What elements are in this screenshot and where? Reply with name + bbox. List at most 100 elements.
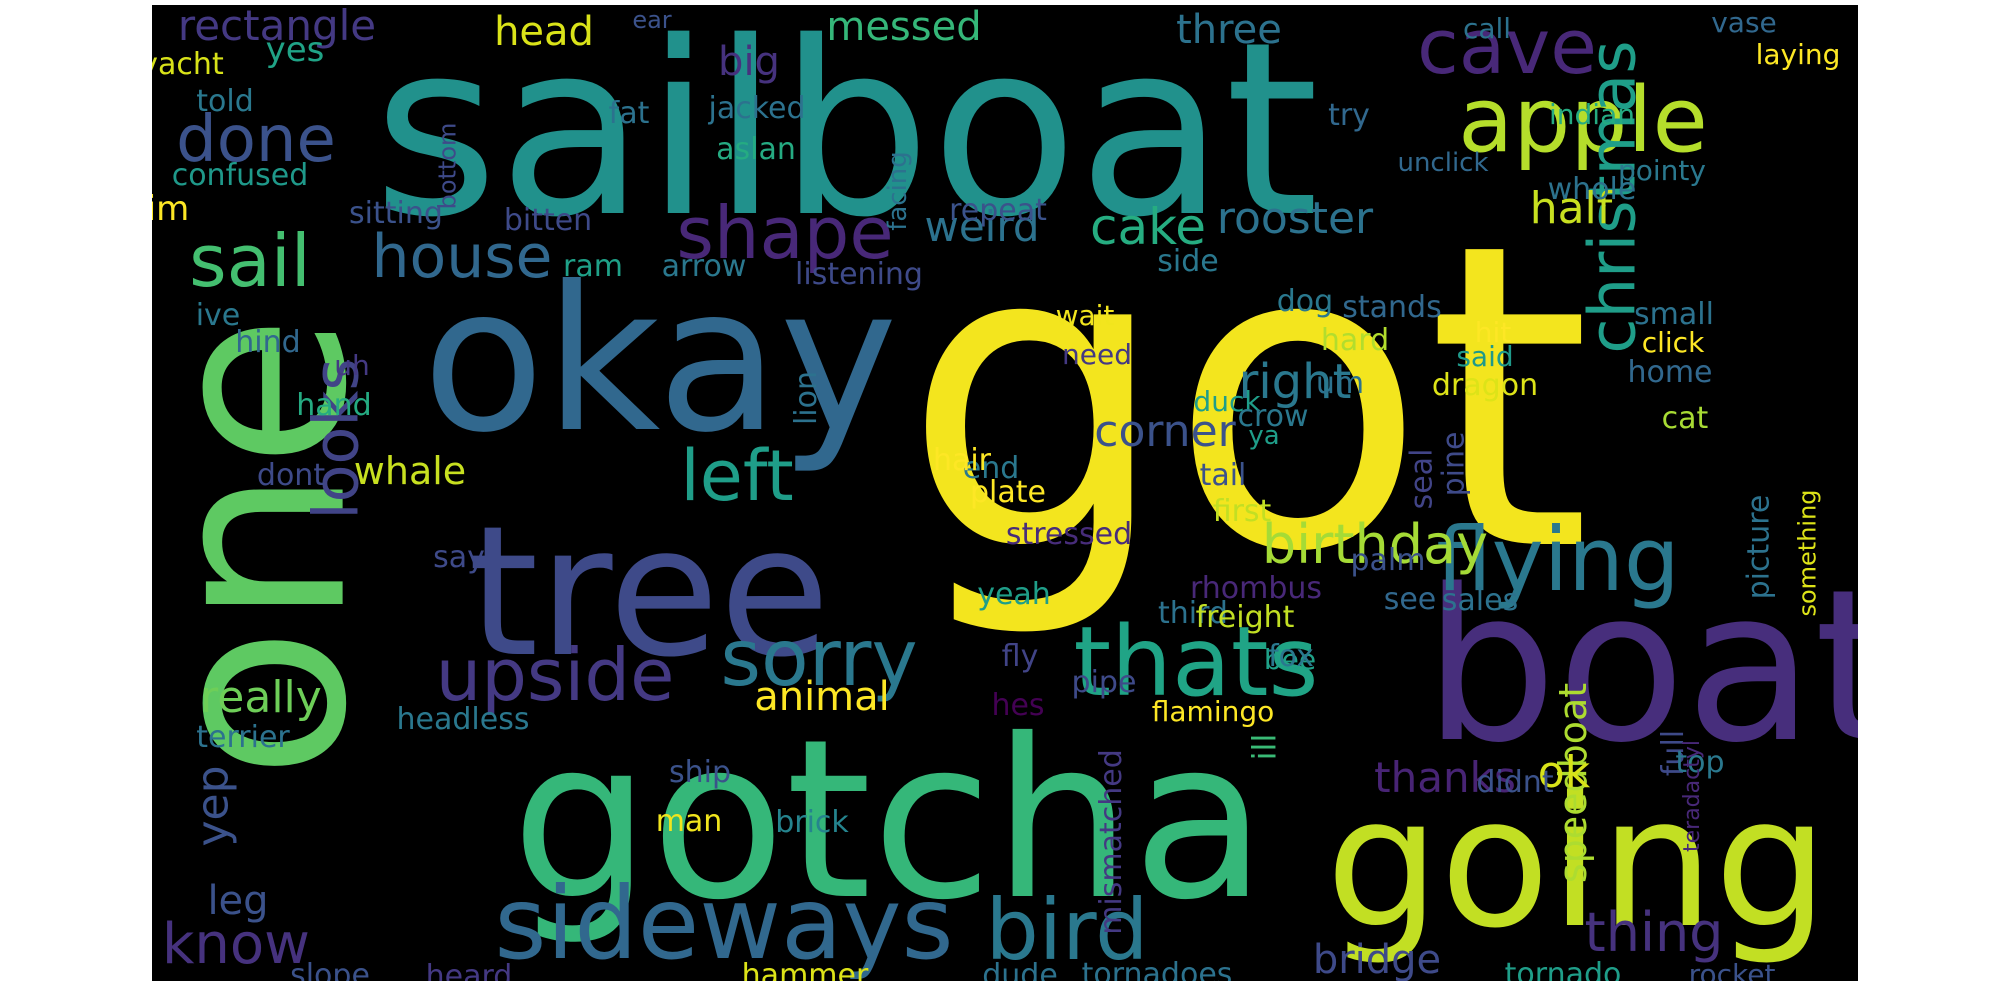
- word-tornadoes: tornadoes: [1081, 957, 1233, 982]
- word-left: left: [680, 435, 794, 517]
- word-palm: palm: [1350, 543, 1426, 578]
- word-something: something: [1793, 489, 1822, 617]
- word-headless: headless: [396, 702, 530, 737]
- word-end: end: [962, 451, 1020, 486]
- word-corner: corner: [1094, 406, 1236, 457]
- word-slope: slope: [290, 958, 370, 982]
- word-facing: facing: [883, 151, 913, 231]
- word-sales: sales: [1441, 583, 1519, 618]
- word-bottom: bottom: [433, 122, 461, 210]
- word-hair: hair: [932, 443, 992, 478]
- word-ear: ear: [632, 6, 672, 34]
- word-pine: pine: [1435, 431, 1471, 497]
- word-first: first: [1212, 494, 1272, 529]
- word-yacht: yacht: [152, 47, 224, 82]
- word-hammer: hammer: [741, 958, 869, 982]
- word-side: side: [1157, 244, 1219, 279]
- word-okay: okay: [422, 244, 898, 477]
- word-know: know: [162, 912, 310, 977]
- word-flying: flying: [1436, 508, 1680, 611]
- word-rocket: rocket: [1688, 958, 1776, 982]
- word-dont: dont: [256, 458, 326, 493]
- word-three: three: [1176, 7, 1282, 53]
- word-apple: apple: [1458, 68, 1708, 173]
- word-fat: fat: [608, 96, 650, 131]
- word-weird: weird: [924, 202, 1040, 251]
- word-yep: yep: [187, 765, 239, 847]
- word-say: say: [433, 540, 485, 575]
- word-click: click: [1641, 326, 1705, 359]
- word-big: big: [718, 39, 780, 85]
- word-top: top: [1675, 745, 1725, 780]
- word-repeat: repeat: [949, 193, 1047, 228]
- word-rhombus: rhombus: [1189, 571, 1323, 606]
- word-cloud: got sailboat okay boat gotcha tree one going sid…: [152, 5, 1858, 981]
- word-hind: hind: [235, 325, 301, 360]
- word-freight: freight: [1195, 600, 1295, 635]
- word-confused: confused: [171, 158, 309, 193]
- word-picture: picture: [1741, 494, 1776, 600]
- word-said: said: [1456, 340, 1514, 373]
- word-shape: shape: [676, 191, 894, 275]
- word-flamingo: flamingo: [1151, 695, 1275, 728]
- word-call: call: [1462, 12, 1512, 45]
- word-dragon: dragon: [1431, 368, 1539, 403]
- word-gotcha: gotcha: [511, 692, 1267, 948]
- word-done: done: [176, 103, 336, 177]
- word-jacked: jacked: [708, 91, 806, 126]
- word-rectangle: rectangle: [177, 5, 377, 50]
- word-messed: messed: [826, 5, 982, 50]
- word-bird: bird: [985, 881, 1149, 979]
- word-duck: duck: [1193, 385, 1261, 418]
- word-cat: cat: [1661, 401, 1709, 436]
- word-thats: thats: [1073, 606, 1319, 718]
- word-hard: hard: [1320, 323, 1390, 358]
- word-pipe: pipe: [1071, 665, 1137, 700]
- word-whale: whale: [353, 449, 467, 493]
- word-rooster: rooster: [1216, 193, 1374, 244]
- word-yeah: yeah: [977, 577, 1051, 612]
- word-bitten: bitten: [503, 203, 593, 238]
- word-small: small: [1634, 297, 1714, 332]
- word-dude: dude: [982, 958, 1058, 982]
- word-fox: fox: [1268, 639, 1314, 674]
- word-ya: ya: [1248, 421, 1280, 451]
- word-didnt: didnt: [1476, 765, 1554, 800]
- word-third: third: [1158, 596, 1228, 631]
- word-tail: tail: [1199, 458, 1247, 493]
- word-cave: cave: [1416, 5, 1598, 91]
- word-wait: wait: [1055, 299, 1115, 332]
- word-tornado: tornado: [1504, 957, 1622, 982]
- word-boat: boat: [1423, 544, 1858, 789]
- word-birthday: birthday: [1261, 513, 1489, 576]
- word-need: need: [1062, 338, 1132, 371]
- word-plate: plate: [970, 475, 1046, 510]
- word-sideways: sideways: [494, 865, 954, 981]
- word-see: see: [1383, 582, 1437, 617]
- word-home: home: [1627, 355, 1713, 390]
- word-laying: laying: [1755, 38, 1841, 71]
- word-tree: tree: [467, 488, 831, 697]
- word-really: really: [200, 672, 322, 723]
- word-listening: listening: [795, 257, 923, 292]
- word-hand: hand: [296, 388, 372, 423]
- word-stands: stands: [1342, 290, 1442, 325]
- word-got: got: [902, 155, 1592, 644]
- word-sail: sail: [189, 219, 311, 303]
- word-man: man: [655, 804, 723, 839]
- word-leg: leg: [207, 878, 269, 924]
- word-ok: ok: [1537, 747, 1591, 798]
- word-mismatched: mismatched: [1093, 749, 1129, 935]
- word-going: going: [1325, 759, 1829, 968]
- word-terrier: terrier: [196, 720, 290, 755]
- word-lion: lion: [788, 370, 824, 426]
- word-hes: hes: [991, 688, 1045, 723]
- word-heard: heard: [425, 959, 513, 982]
- word-sorry: sorry: [720, 614, 918, 704]
- word-crow: crow: [1237, 399, 1309, 434]
- word-thing: thing: [1584, 901, 1724, 964]
- word-animal: animal: [754, 674, 890, 720]
- word-vase: vase: [1711, 6, 1777, 39]
- word-looks: looks: [299, 358, 373, 520]
- word-ill: ill: [1244, 733, 1283, 761]
